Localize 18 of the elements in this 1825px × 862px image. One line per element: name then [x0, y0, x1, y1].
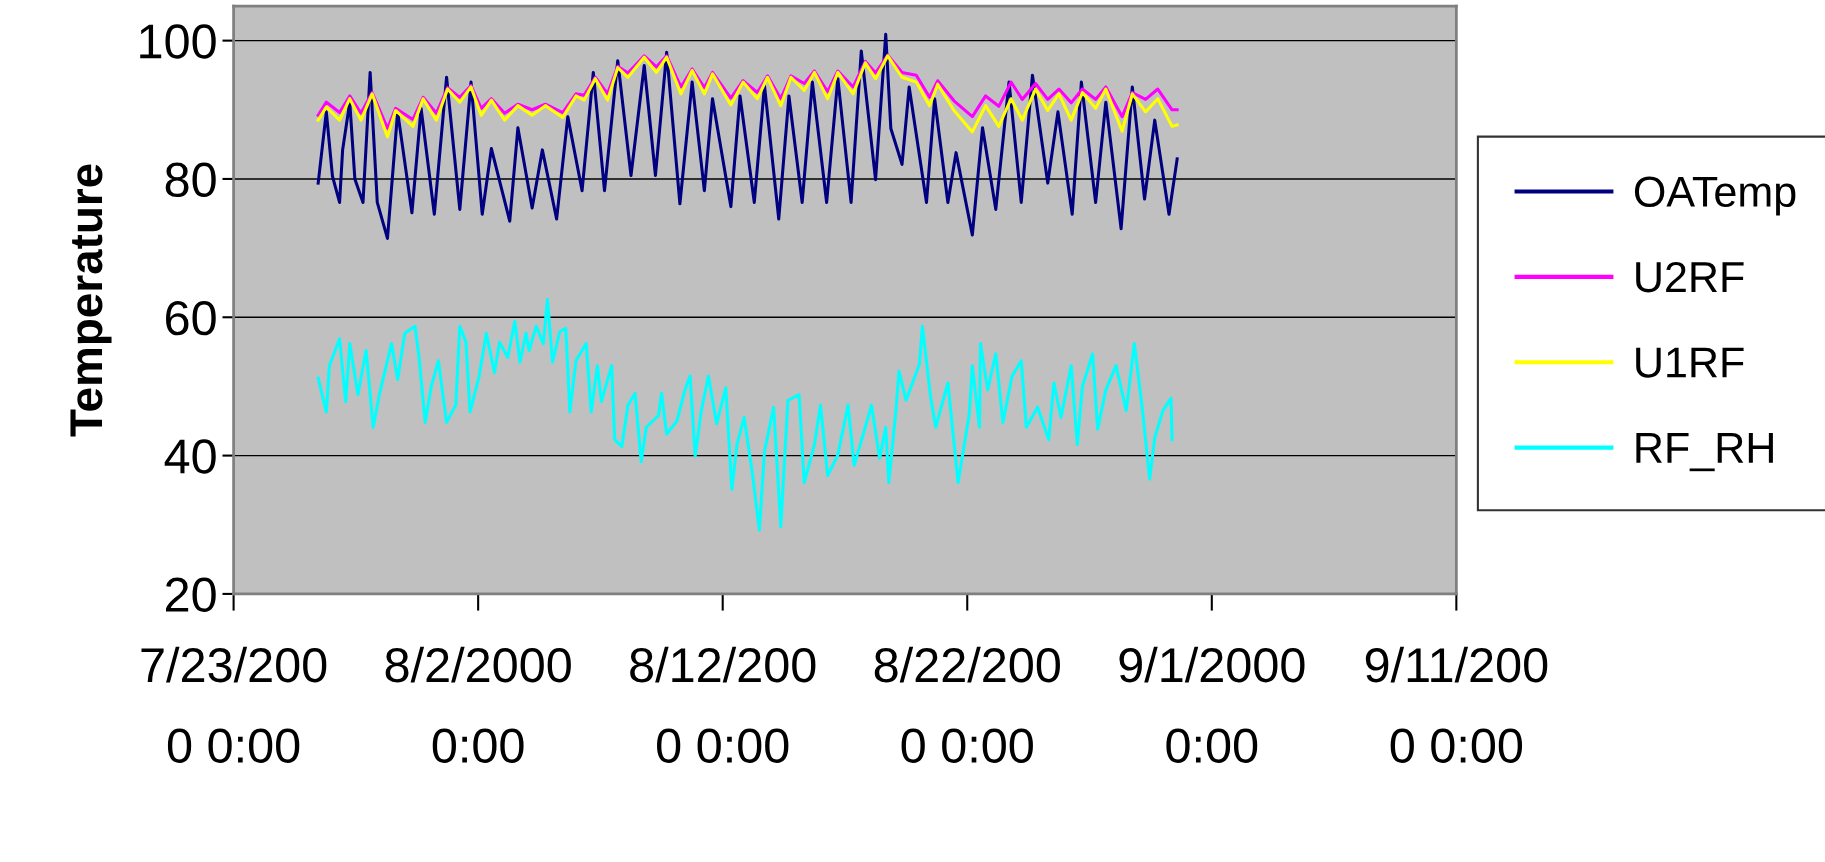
- y-tick-label: 20: [166, 577, 216, 613]
- line-series: [316, 32, 1179, 240]
- x-tick-label: 8/22/2000 0:00: [874, 646, 1060, 763]
- x-tick-label: 9/1/2000 0:00: [1119, 646, 1305, 763]
- y-tick-label: 80: [165, 162, 216, 198]
- x-tick-label: 8/2/2000 0:00: [385, 646, 571, 763]
- y-tick-label: 60: [166, 300, 216, 336]
- legend-label: OATemp: [1634, 176, 1796, 216]
- y-tick-label: 100: [140, 24, 216, 59]
- x-tick-label: 7/23/2000 0:00: [141, 646, 327, 763]
- y-tick-label: 40: [164, 439, 216, 474]
- line-series: [316, 297, 1174, 532]
- x-tick-label: 8/12/2000 0:00: [630, 646, 816, 763]
- legend-label: U1RF: [1636, 347, 1744, 378]
- x-tick-label: 9/11/2000 0:00: [1365, 646, 1548, 763]
- y-axis-title: Temperature: [70, 164, 112, 437]
- legend-label: RF_RH: [1636, 433, 1773, 472]
- legend-label: U2RF: [1636, 261, 1744, 293]
